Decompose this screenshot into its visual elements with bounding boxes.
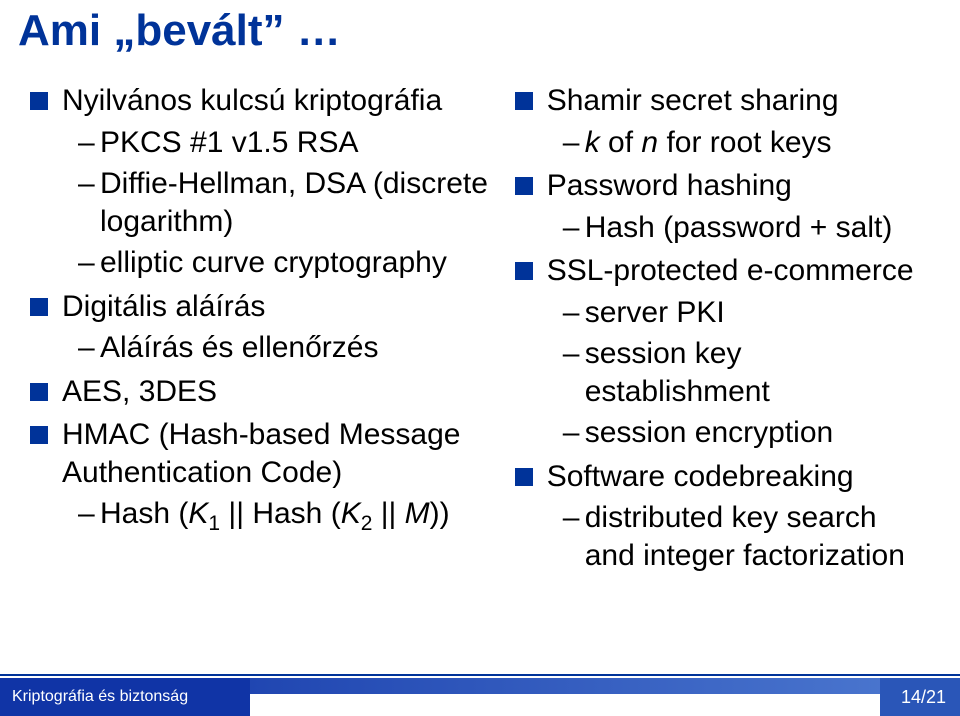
- bullet-text: HMAC (Hash-based Message Authentication …: [62, 416, 495, 491]
- bullet-item: HMAC (Hash-based Message Authentication …: [30, 416, 495, 491]
- dash-icon: –: [78, 165, 100, 203]
- dash-icon: –: [78, 124, 100, 162]
- sub-item-hash: – Hash (K1 || Hash (K2 || M)): [78, 495, 495, 537]
- bullet-square-icon: [515, 177, 533, 195]
- hash-prefix: Hash (: [100, 497, 188, 530]
- dash-icon: –: [563, 499, 585, 537]
- hash-suffix: ||: [372, 497, 404, 530]
- sub-text: session encryption: [585, 414, 833, 452]
- dash-icon: –: [563, 294, 585, 332]
- bullet-item: Password hashing: [515, 167, 930, 205]
- dash-icon: –: [78, 329, 100, 367]
- bullet-square-icon: [515, 468, 533, 486]
- bullet-text: Shamir secret sharing: [547, 82, 839, 120]
- hash-k1-sub: 1: [208, 512, 220, 535]
- slide-title: Ami „bevált” …: [18, 6, 341, 56]
- hash-k2: K: [341, 497, 361, 530]
- bullet-square-icon: [30, 426, 48, 444]
- left-column: Nyilvános kulcsú kriptográfia – PKCS #1 …: [30, 78, 495, 576]
- n-italic: n: [641, 126, 658, 159]
- bullet-text: Digitális aláírás: [62, 288, 265, 326]
- sub-item: – PKCS #1 v1.5 RSA: [78, 124, 495, 162]
- hash-end: )): [430, 497, 450, 530]
- bullet-text: Software codebreaking: [547, 458, 854, 496]
- bullet-item: Digitális aláírás: [30, 288, 495, 326]
- bullet-square-icon: [30, 383, 48, 401]
- sub-item: – Aláírás és ellenőrzés: [78, 329, 495, 367]
- sub-item: – session key establishment: [563, 335, 930, 410]
- hash-k2-sub: 2: [361, 512, 373, 535]
- hash-mid: || Hash (: [220, 497, 341, 530]
- sub-text: PKCS #1 v1.5 RSA: [100, 124, 358, 162]
- dash-icon: –: [78, 244, 100, 282]
- sub-item: – session encryption: [563, 414, 930, 452]
- sub-item: – Diffie-Hellman, DSA (discrete logarith…: [78, 165, 495, 240]
- sub-item: – distributed key search and integer fac…: [563, 499, 930, 574]
- bullet-text: AES, 3DES: [62, 373, 217, 411]
- bullet-item: Shamir secret sharing: [515, 82, 930, 120]
- bullet-item: Software codebreaking: [515, 458, 930, 496]
- bullet-square-icon: [515, 262, 533, 280]
- hash-k1: K: [188, 497, 208, 530]
- sub-item: – Hash (password + salt): [563, 209, 930, 247]
- bullet-text: SSL-protected e-commerce: [547, 252, 914, 290]
- k-of-n-text: k of n for root keys: [585, 124, 832, 162]
- root-keys-text: for root keys: [658, 126, 831, 159]
- sub-text: elliptic curve cryptography: [100, 244, 447, 282]
- bullet-item: AES, 3DES: [30, 373, 495, 411]
- content-area: Nyilvános kulcsú kriptográfia – PKCS #1 …: [30, 78, 930, 576]
- k-italic: k: [585, 126, 600, 159]
- sub-text: Aláírás és ellenőrzés: [100, 329, 378, 367]
- bullet-square-icon: [30, 298, 48, 316]
- page-number: 14/21: [901, 678, 946, 716]
- footer-title: Kriptográfia és biztonság: [12, 678, 188, 716]
- sub-text: session key establishment: [585, 335, 930, 410]
- bullet-text: Password hashing: [547, 167, 792, 205]
- bullet-item: SSL-protected e-commerce: [515, 252, 930, 290]
- right-column: Shamir secret sharing – k of n for root …: [515, 78, 930, 576]
- bullet-text: Nyilvános kulcsú kriptográfia: [62, 82, 442, 120]
- dash-icon: –: [563, 209, 585, 247]
- sub-item: – elliptic curve cryptography: [78, 244, 495, 282]
- footer-divider: [0, 674, 960, 676]
- dash-icon: –: [563, 124, 585, 162]
- sub-item: – k of n for root keys: [563, 124, 930, 162]
- sub-text: Diffie-Hellman, DSA (discrete logarithm): [100, 165, 495, 240]
- dash-icon: –: [563, 414, 585, 452]
- hash-formula: Hash (K1 || Hash (K2 || M)): [100, 495, 450, 537]
- sub-text: Hash (password + salt): [585, 209, 893, 247]
- slide: Ami „bevált” … Nyilvános kulcsú kriptogr…: [0, 0, 960, 716]
- dash-icon: –: [78, 495, 100, 533]
- bullet-square-icon: [30, 92, 48, 110]
- bullet-square-icon: [515, 92, 533, 110]
- bullet-item: Nyilvános kulcsú kriptográfia: [30, 82, 495, 120]
- sub-item: – server PKI: [563, 294, 930, 332]
- sub-text: distributed key search and integer facto…: [585, 499, 930, 574]
- sub-text: server PKI: [585, 294, 725, 332]
- of-text: of: [600, 126, 642, 159]
- dash-icon: –: [563, 335, 585, 373]
- hash-m: M: [405, 497, 430, 530]
